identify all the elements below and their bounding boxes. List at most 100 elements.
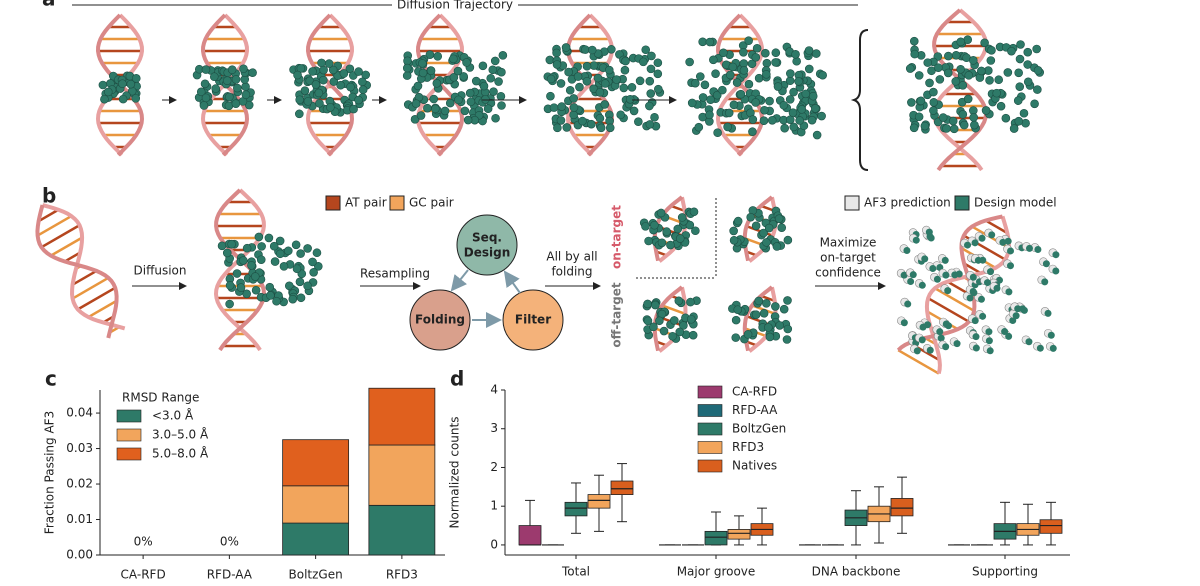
protein-atom <box>709 55 718 65</box>
protein-atom <box>634 117 643 126</box>
x-tick-label: RFD3 <box>386 568 418 582</box>
y-tick-label: 0 <box>490 537 498 551</box>
protein-atom <box>349 104 358 114</box>
protein-atom <box>497 101 506 110</box>
protein-atom <box>646 64 656 74</box>
protein-atom <box>926 346 934 354</box>
protein-atom <box>251 285 261 295</box>
protein-atom <box>812 130 822 140</box>
protein-atom <box>670 316 679 325</box>
protein-atom <box>941 256 949 264</box>
protein-atom <box>644 236 653 246</box>
protein-atom <box>596 123 606 133</box>
protein-atom <box>639 57 648 67</box>
base-pair <box>50 236 83 257</box>
protein-atom <box>811 104 820 113</box>
protein-atom <box>315 99 324 108</box>
protein-atom <box>723 122 732 132</box>
protein-atom <box>944 287 952 295</box>
protein-atom <box>662 227 671 236</box>
protein-atom <box>643 316 653 326</box>
box <box>564 501 588 517</box>
y-tick-label: 3 <box>490 421 498 435</box>
protein-atom <box>498 51 508 60</box>
protein-atom <box>209 72 219 82</box>
protein-atom <box>635 76 645 86</box>
protein-atom <box>309 267 318 277</box>
protein-atom <box>103 87 113 97</box>
protein-atom <box>257 242 266 251</box>
node-label: Folding <box>415 313 465 327</box>
protein-atom <box>992 88 1002 98</box>
protein-atom <box>788 108 798 117</box>
protein-atom <box>413 81 423 91</box>
protein-atom <box>728 62 738 72</box>
protein-atom <box>254 232 264 242</box>
protein-atom <box>767 116 777 125</box>
protein-atom <box>326 103 335 112</box>
protein-atom <box>291 240 301 250</box>
protein-atom <box>764 323 773 332</box>
legend-title: RMSD Range <box>122 391 199 405</box>
protein-atom <box>929 97 939 107</box>
protein-atom <box>942 343 950 351</box>
protein-atom <box>795 116 804 125</box>
protein-atom <box>1006 262 1014 270</box>
protein-atom <box>711 69 720 78</box>
protein-atom <box>966 294 974 302</box>
protein-atom <box>782 335 792 344</box>
protein-atom <box>969 273 977 281</box>
protein-atom <box>900 271 908 279</box>
protein-atom <box>312 248 322 258</box>
protein-atom <box>794 77 803 86</box>
protein-atom <box>783 324 793 334</box>
protein-atom <box>199 101 209 110</box>
protein-atom <box>1009 124 1019 133</box>
protein-atom <box>1034 245 1042 253</box>
protein-atom <box>483 104 493 114</box>
protein-atom <box>196 87 206 97</box>
protein-atom <box>402 63 412 73</box>
legend-label: AT pair <box>345 196 387 210</box>
step-label: All by all <box>546 250 597 264</box>
protein-atom <box>807 115 817 125</box>
off-target-label: off-target <box>610 282 624 347</box>
protein-atom <box>433 52 443 61</box>
protein-atom <box>358 77 367 87</box>
protein-atom <box>691 226 700 236</box>
strand <box>715 13 765 157</box>
protein-atom <box>905 64 915 73</box>
bar-segment <box>368 387 436 446</box>
bar-segment <box>368 444 436 506</box>
protein-atom <box>744 79 754 89</box>
protein-atom <box>354 67 363 76</box>
protein-atom <box>490 56 500 66</box>
protein-atom <box>236 283 246 292</box>
protein-atom <box>909 271 917 279</box>
base-pair <box>927 297 970 323</box>
protein-atom <box>937 334 945 342</box>
protein-atom <box>655 316 664 326</box>
y-tick-label: 0.04 <box>66 406 93 420</box>
protein-atom <box>674 296 684 306</box>
protein-atom <box>979 312 987 320</box>
protein-atom <box>587 119 596 129</box>
protein-atom <box>985 76 994 85</box>
protein-atom <box>771 302 780 311</box>
protein-atom <box>951 77 961 86</box>
protein-atom <box>488 65 498 75</box>
protein-atom <box>923 58 933 67</box>
protein-atom <box>650 112 659 122</box>
protein-atom <box>743 330 753 339</box>
protein-atom <box>903 247 911 255</box>
protein-atom <box>986 347 994 355</box>
protein-atom <box>411 99 421 108</box>
protein-atom <box>616 110 625 120</box>
protein-atom <box>1007 46 1016 56</box>
protein-atom <box>222 248 232 258</box>
protein-atom <box>131 74 141 83</box>
base-pair <box>36 214 73 237</box>
protein-atom <box>449 54 458 64</box>
protein-atom <box>666 240 675 250</box>
protein-atom <box>762 238 771 247</box>
